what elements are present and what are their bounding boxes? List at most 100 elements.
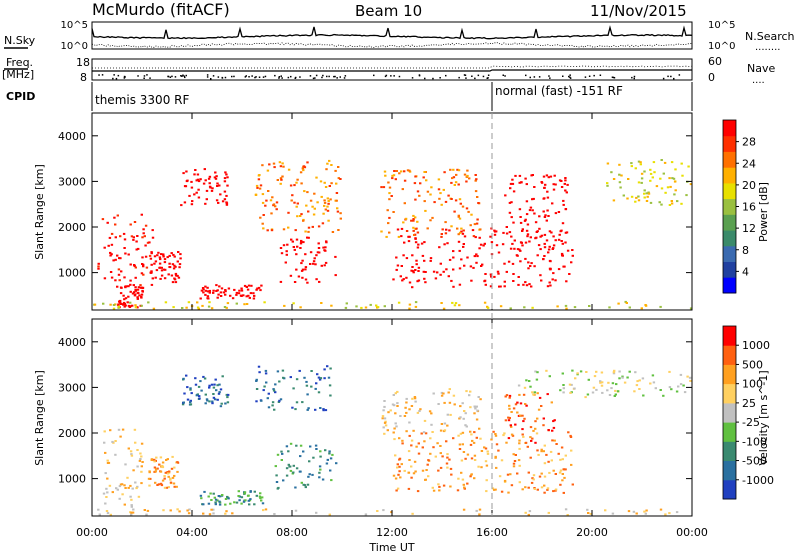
echo-cell xyxy=(489,285,493,288)
echo-cell xyxy=(647,192,651,195)
echo-cell xyxy=(408,303,412,306)
echo-cell xyxy=(486,305,489,308)
echo-cell xyxy=(514,403,518,406)
echo-cell xyxy=(546,285,550,288)
echo-cell xyxy=(295,401,299,404)
echo-cell xyxy=(526,235,529,238)
echo-cell xyxy=(670,388,673,391)
echo-cell xyxy=(412,218,415,220)
echo-cell xyxy=(170,467,174,470)
freq-dot xyxy=(312,77,315,80)
echo-cell xyxy=(539,235,542,238)
echo-cell xyxy=(447,391,450,394)
echo-cell xyxy=(414,470,417,473)
colorbar-tick-label: -25 xyxy=(742,416,760,429)
echo-cell xyxy=(535,236,538,239)
echo-cell xyxy=(102,492,106,495)
echo-cell xyxy=(166,256,169,259)
echo-cell xyxy=(197,188,200,191)
echo-cell xyxy=(454,302,458,305)
echo-cell xyxy=(252,297,256,300)
echo-cell xyxy=(205,189,209,192)
echo-cell xyxy=(270,229,274,232)
echo-cell xyxy=(208,291,211,294)
echo-cell xyxy=(508,404,511,407)
echo-cell xyxy=(240,502,243,505)
echo-cell xyxy=(396,390,399,393)
echo-cell xyxy=(537,244,541,247)
echo-cell xyxy=(458,448,462,450)
echo-cell xyxy=(231,512,234,515)
echo-cell xyxy=(217,495,220,497)
echo-cell xyxy=(201,287,205,289)
echo-cell xyxy=(422,431,426,434)
echo-cell xyxy=(267,406,271,409)
echo-cell xyxy=(504,395,507,398)
echo-cell xyxy=(413,397,417,400)
echo-cell xyxy=(218,495,222,498)
echo-cell xyxy=(249,490,252,493)
echo-cell xyxy=(438,485,441,488)
echo-cell xyxy=(190,392,193,395)
echo-cell xyxy=(561,242,564,245)
echo-cell xyxy=(204,285,207,288)
echo-cell xyxy=(439,466,443,469)
echo-cell xyxy=(510,216,513,219)
echo-cell xyxy=(430,412,433,415)
echo-cell xyxy=(323,377,326,380)
freq-dot xyxy=(278,77,280,79)
echo-cell xyxy=(529,426,533,429)
range-tick-label: 4000 xyxy=(58,336,86,349)
echo-cell xyxy=(510,411,513,413)
echo-cell xyxy=(392,474,396,477)
echo-cell xyxy=(457,215,460,218)
echo-cell xyxy=(249,498,252,501)
echo-cell xyxy=(416,246,420,249)
echo-cell xyxy=(327,200,330,202)
echo-cell xyxy=(339,217,342,220)
freq-dot xyxy=(180,75,182,77)
echo-cell xyxy=(311,205,314,208)
echo-cell xyxy=(197,180,201,183)
echo-cell xyxy=(136,449,139,451)
echo-cell xyxy=(237,292,241,295)
echo-cell xyxy=(212,289,215,292)
colorbar-tick-label: 4 xyxy=(742,265,749,278)
echo-cell xyxy=(638,388,641,390)
echo-cell xyxy=(312,260,316,263)
echo-cell xyxy=(393,438,396,441)
echo-cell xyxy=(140,293,144,296)
noise-sky-label: N.Sky xyxy=(4,34,36,47)
echo-cell xyxy=(473,223,477,226)
echo-cell xyxy=(501,243,505,246)
echo-cell xyxy=(424,271,427,273)
echo-cell xyxy=(540,279,543,282)
echo-cell xyxy=(329,367,332,370)
echo-cell xyxy=(630,165,633,168)
echo-cell xyxy=(394,392,397,395)
echo-cell xyxy=(528,510,532,513)
echo-cell xyxy=(204,202,207,205)
echo-cell xyxy=(562,384,565,386)
echo-cell xyxy=(466,256,469,259)
echo-cell xyxy=(521,228,524,231)
echo-cell xyxy=(176,260,179,263)
echo-cell xyxy=(162,255,165,258)
echo-cell xyxy=(133,221,137,223)
echo-cell xyxy=(392,394,395,396)
echo-cell xyxy=(552,235,555,238)
echo-cell xyxy=(168,470,171,473)
echo-cell xyxy=(593,375,597,378)
echo-cell xyxy=(552,420,555,423)
time-tick-label: 20:00 xyxy=(576,526,608,539)
echo-cell xyxy=(261,502,265,505)
echo-cell xyxy=(474,190,478,193)
echo-cell xyxy=(208,301,211,304)
freq-dot xyxy=(295,76,297,79)
echo-cell xyxy=(224,289,227,291)
echo-cell xyxy=(123,484,126,487)
echo-cell xyxy=(124,304,127,307)
echo-cell xyxy=(249,292,253,295)
echo-cell xyxy=(98,513,101,516)
echo-cell xyxy=(511,178,514,181)
